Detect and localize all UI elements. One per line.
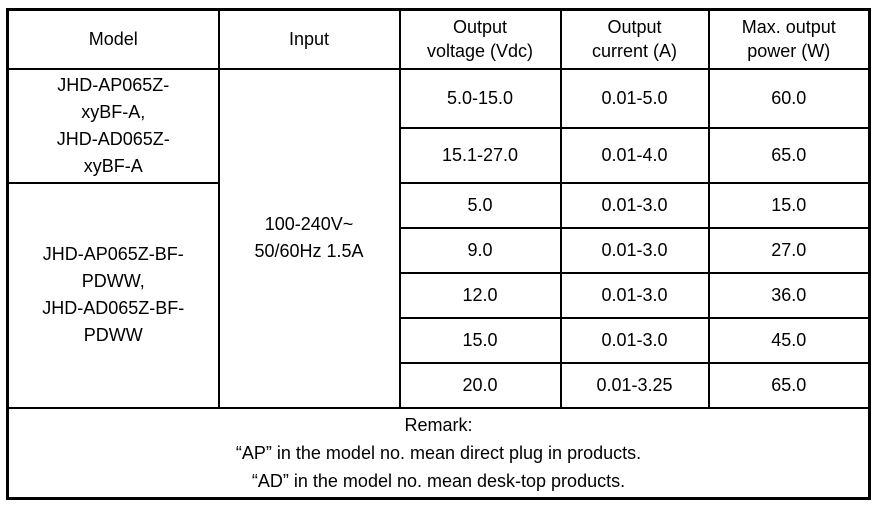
table-row: JHD-AP065Z- xyBF-A, JHD-AD065Z- xyBF-A 1… [6, 67, 871, 409]
max-output-power-cell: 36.0 [707, 271, 871, 319]
max-output-power-cell: 15.0 [707, 181, 871, 229]
col-header-input: Input [217, 8, 401, 70]
max-output-power-cell: 60.0 [707, 67, 871, 130]
col-header-max-output-power: Max. output power (W) [707, 8, 871, 70]
table-row: 15.0 0.01-3.0 45.0 [8, 316, 871, 364]
input-cell: 100-240V~ 50/60Hz 1.5A [217, 67, 401, 409]
output-current-cell: 0.01-4.0 [559, 127, 710, 184]
table-row: 20.0 0.01-3.25 65.0 [8, 361, 871, 409]
output-current-cell: 0.01-3.0 [559, 316, 710, 364]
table-row: 15.1-27.0 0.01-4.0 65.0 [8, 127, 871, 184]
output-current-cell: 0.01-3.25 [559, 361, 710, 409]
max-output-power-cell: 65.0 [707, 361, 871, 409]
col-header-output-voltage: Output voltage (Vdc) [398, 8, 562, 70]
table-row: JHD-AP065Z-BF- PDWW, JHD-AD065Z-BF- PDWW… [6, 181, 871, 409]
table-row: 9.0 0.01-3.0 27.0 [8, 226, 871, 274]
col-header-model: Model [6, 8, 220, 70]
output-voltage-cell: 15.1-27.0 [398, 127, 562, 184]
output-current-cell: 0.01-3.0 [559, 226, 710, 274]
remark-cell: Remark: “AP” in the model no. mean direc… [6, 406, 871, 499]
table-row: 12.0 0.01-3.0 36.0 [8, 271, 871, 319]
output-voltage-cell: 5.0 [398, 181, 562, 229]
power-spec-table: Model Input Output voltage (Vdc) Output … [6, 8, 871, 500]
output-current-cell: 0.01-3.0 [559, 181, 710, 229]
col-header-output-current: Output current (A) [559, 8, 710, 70]
remark-row: Remark: “AP” in the model no. mean direc… [6, 406, 871, 499]
output-voltage-cell: 5.0-15.0 [398, 67, 562, 130]
output-voltage-cell: 15.0 [398, 316, 562, 364]
output-voltage-cell: 20.0 [398, 361, 562, 409]
output-current-cell: 0.01-3.0 [559, 271, 710, 319]
output-voltage-cell: 9.0 [398, 226, 562, 274]
max-output-power-cell: 65.0 [707, 127, 871, 184]
model-cell-group-1: JHD-AP065Z- xyBF-A, JHD-AD065Z- xyBF-A [6, 67, 220, 184]
output-current-cell: 0.01-5.0 [559, 67, 710, 130]
max-output-power-cell: 27.0 [707, 226, 871, 274]
max-output-power-cell: 45.0 [707, 316, 871, 364]
output-voltage-cell: 12.0 [398, 271, 562, 319]
table-header-row: Model Input Output voltage (Vdc) Output … [6, 8, 871, 70]
model-cell-group-2: JHD-AP065Z-BF- PDWW, JHD-AD065Z-BF- PDWW [6, 181, 220, 409]
